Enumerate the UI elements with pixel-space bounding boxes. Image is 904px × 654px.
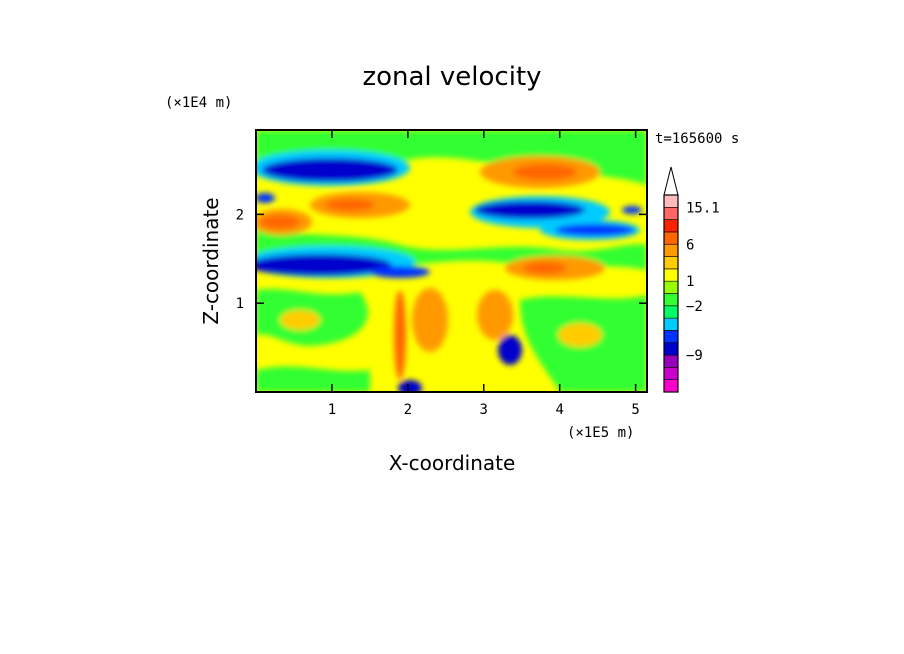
colorbar-swatch xyxy=(663,268,679,282)
plot-frame xyxy=(255,129,648,393)
colorbar-swatch xyxy=(663,379,679,393)
colorbar-label: 1 xyxy=(686,274,694,290)
colorbar-swatch xyxy=(663,231,679,245)
field-blue-blob-low xyxy=(498,335,522,365)
y-tick-label: 2 xyxy=(236,207,244,223)
x-tick-label: 5 xyxy=(631,402,639,418)
colorbar-extend-arrow xyxy=(663,166,679,196)
colorbar-swatch xyxy=(663,219,679,233)
field-orange-low-right xyxy=(558,323,602,347)
y-tick-label: 1 xyxy=(236,296,244,312)
x-scale-note: (×1E5 m) xyxy=(567,425,634,441)
field-orange-low-left xyxy=(280,310,320,330)
colorbar-frame xyxy=(663,194,679,393)
time-label: t=165600 s xyxy=(655,131,739,147)
colorbar-label: 15.1 xyxy=(686,200,720,216)
field-blue-mid-left-tail xyxy=(370,266,430,278)
field-blue-upper-left xyxy=(262,158,398,182)
colorbar-swatch xyxy=(663,354,679,368)
field-green-bottom xyxy=(256,366,370,392)
colorbar-swatch xyxy=(663,317,679,331)
y-ticks: 12 xyxy=(236,207,647,312)
field-blue-small-left xyxy=(256,193,275,203)
field-blue-right-upper xyxy=(475,201,585,219)
colorbar-swatch xyxy=(663,342,679,356)
colorbar: 15.1 6 1 −2 −9 xyxy=(663,166,720,393)
x-tick-label: 1 xyxy=(328,402,336,418)
colorbar-swatch xyxy=(663,243,679,257)
colorbar-swatch xyxy=(663,367,679,380)
field-blue-small-right xyxy=(622,206,642,214)
field-orange-right-mid-core xyxy=(523,262,567,274)
y-scale-note: (×1E4 m) xyxy=(165,95,232,111)
y-axis-label: Z-coordinate xyxy=(199,197,223,324)
colorbar-swatch xyxy=(663,207,679,220)
field-orange-center-left-core xyxy=(325,199,375,211)
colorbar-swatch xyxy=(663,194,679,208)
field-blue-mid-left xyxy=(256,254,392,276)
field-orange-low-center xyxy=(412,288,448,352)
x-axis-label: X-coordinate xyxy=(389,451,516,475)
colorbar-label: −9 xyxy=(686,348,703,364)
colorbar-swatch xyxy=(663,305,679,319)
x-ticks: 1 2 3 4 5 xyxy=(328,130,640,418)
colorbar-swatch xyxy=(663,280,679,294)
colorbar-label: −2 xyxy=(686,299,703,315)
x-tick-label: 4 xyxy=(555,402,563,418)
field-orange-left-core xyxy=(260,215,300,229)
plot-area xyxy=(256,130,647,392)
x-tick-label: 2 xyxy=(404,402,412,418)
colorbar-label: 6 xyxy=(686,237,694,253)
field-orange-low-center2 xyxy=(477,290,513,340)
field-blue-right-lower xyxy=(555,224,635,236)
chart-title: zonal velocity xyxy=(362,62,541,92)
colorbar-swatch xyxy=(663,330,679,344)
x-tick-label: 3 xyxy=(480,402,488,418)
colorbar-swatch xyxy=(663,293,679,307)
field-orange-upper-right-core xyxy=(513,164,577,180)
colorbar-swatch xyxy=(663,256,679,270)
field-blue-blob-bottom xyxy=(398,380,422,392)
field-red-filament xyxy=(394,290,406,380)
